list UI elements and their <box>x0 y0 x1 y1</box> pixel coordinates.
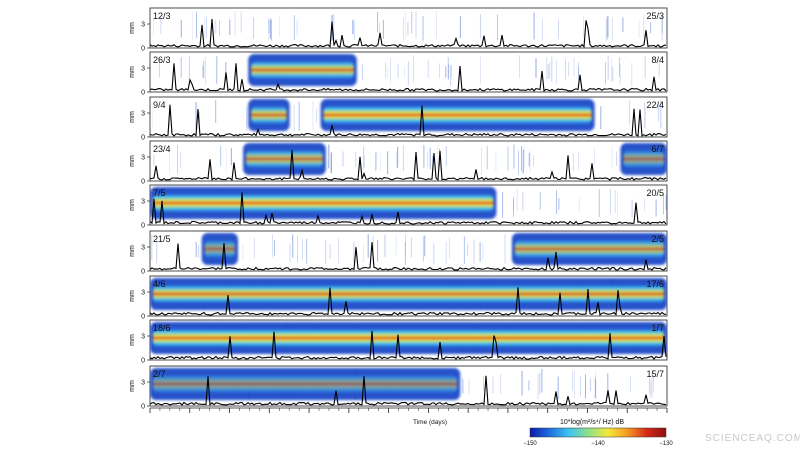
panel-8: 0 3 mm 18/6 1/7 <box>129 319 668 365</box>
panel-3: 0 3 mm 9/4 22/4 <box>129 96 668 142</box>
watermark-text: SCIENCEAQ.COM <box>705 433 800 444</box>
panel-content <box>150 187 667 225</box>
activity-band <box>251 61 354 79</box>
y-tick-label: 3 <box>141 290 145 297</box>
panel-4: 0 3 mm 23/4 6/7 <box>129 140 668 186</box>
y-tick-label: 0 <box>141 179 145 186</box>
panel-frame <box>149 7 668 49</box>
y-tick-label: 0 <box>141 135 145 142</box>
panel-content <box>150 143 667 181</box>
y-axis-label: mm <box>129 22 136 34</box>
activity-band <box>153 329 664 347</box>
panel-end-date: 1/7 <box>651 323 664 333</box>
x-axis-label: Time (days) <box>413 419 447 426</box>
activity-band <box>153 194 494 212</box>
panel-start-date: 21/5 <box>153 234 171 244</box>
panel-end-date: 6/7 <box>651 144 664 154</box>
colorbar-bar <box>529 427 667 438</box>
activity-band <box>514 240 664 258</box>
activity-band <box>153 285 664 303</box>
precipitation-trace <box>150 149 667 181</box>
panel-content <box>150 54 667 92</box>
y-tick-label: 3 <box>141 199 145 206</box>
y-axis-label: mm <box>129 245 136 257</box>
panel-start-date: 2/7 <box>153 369 166 379</box>
y-tick-label: 0 <box>141 404 145 411</box>
y-tick-label: 0 <box>141 269 145 276</box>
panel-end-date: 2/5 <box>651 234 664 244</box>
panel-end-date: 22/4 <box>646 100 664 110</box>
activity-band <box>251 106 287 124</box>
panel-end-date: 20/5 <box>646 188 664 198</box>
y-tick-label: 3 <box>141 111 145 118</box>
precipitation-trace <box>150 19 667 48</box>
colorbar: 10*log(m²/s⁴/ Hz) dB −150 −140 −130 <box>523 419 673 447</box>
y-axis-label: mm <box>129 199 136 211</box>
y-tick-label: 0 <box>141 358 145 365</box>
activity-band <box>153 375 458 393</box>
panel-content <box>150 278 667 316</box>
y-tick-label: 0 <box>141 90 145 97</box>
panel-start-date: 4/6 <box>153 279 166 289</box>
panel-frame <box>149 140 668 182</box>
panel-start-date: 26/3 <box>153 55 171 65</box>
panel-content <box>150 99 667 137</box>
panel-content <box>150 11 667 48</box>
panel-end-date: 15/7 <box>646 369 664 379</box>
precipitation-trace <box>150 330 667 360</box>
colorbar-tick-label: −130 <box>659 441 673 447</box>
y-axis-label: mm <box>129 66 136 78</box>
y-tick-label: 0 <box>141 223 145 230</box>
precipitation-trace <box>150 242 667 271</box>
activity-band <box>204 240 235 258</box>
y-tick-label: 0 <box>141 46 145 53</box>
panel-content <box>150 233 667 271</box>
y-tick-label: 3 <box>141 334 145 341</box>
panel-end-date: 17/6 <box>646 279 664 289</box>
panel-1: 0 3 mm 12/3 25/3 <box>129 7 668 53</box>
activity-band <box>623 150 664 168</box>
panel-start-date: 12/3 <box>153 11 171 21</box>
panel-content <box>150 322 667 360</box>
y-tick-label: 3 <box>141 66 145 73</box>
activity-band <box>323 106 592 124</box>
y-tick-label: 3 <box>141 380 145 387</box>
panel-end-date: 8/4 <box>651 55 664 65</box>
precipitation-trace <box>150 375 667 406</box>
y-tick-label: 3 <box>141 22 145 29</box>
colorbar-tick-label: −150 <box>523 441 537 447</box>
colorbar-label: 10*log(m²/s⁴/ Hz) dB <box>560 419 624 426</box>
panels-group: 0 3 mm 12/3 25/3 0 3 mm 26/3 8/4 0 3 mm 9/4 22/4 0 3 mm 23… <box>129 7 668 411</box>
panel-start-date: 7/5 <box>153 188 166 198</box>
y-axis-label: mm <box>129 111 136 123</box>
y-axis-label: mm <box>129 290 136 302</box>
panel-6: 0 3 mm 21/5 2/5 <box>129 230 668 276</box>
panel-9: 0 3 mm 2/7 15/7 <box>129 365 668 411</box>
y-tick-label: 3 <box>141 245 145 252</box>
y-axis-label: mm <box>129 334 136 346</box>
y-tick-label: 3 <box>141 155 145 162</box>
colorbar-tick-label: −140 <box>591 441 605 447</box>
panel-content <box>150 368 667 406</box>
precipitation-trace <box>150 287 667 316</box>
panel-start-date: 18/6 <box>153 323 171 333</box>
panel-end-date: 25/3 <box>646 11 664 21</box>
activity-band <box>246 150 323 168</box>
precipitation-trace <box>150 63 667 92</box>
y-tick-label: 0 <box>141 314 145 321</box>
panel-start-date: 23/4 <box>153 144 171 154</box>
precipitation-trace <box>150 192 667 225</box>
precipitation-trace <box>150 104 667 137</box>
panel-start-date: 9/4 <box>153 100 166 110</box>
y-axis-label: mm <box>129 155 136 167</box>
panel-2: 0 3 mm 26/3 8/4 <box>129 51 668 97</box>
time-axis <box>149 407 668 413</box>
panel-7: 0 3 mm 4/6 17/6 <box>129 275 668 321</box>
panel-5: 0 3 mm 7/5 20/5 <box>129 184 668 230</box>
y-axis-label: mm <box>129 380 136 392</box>
